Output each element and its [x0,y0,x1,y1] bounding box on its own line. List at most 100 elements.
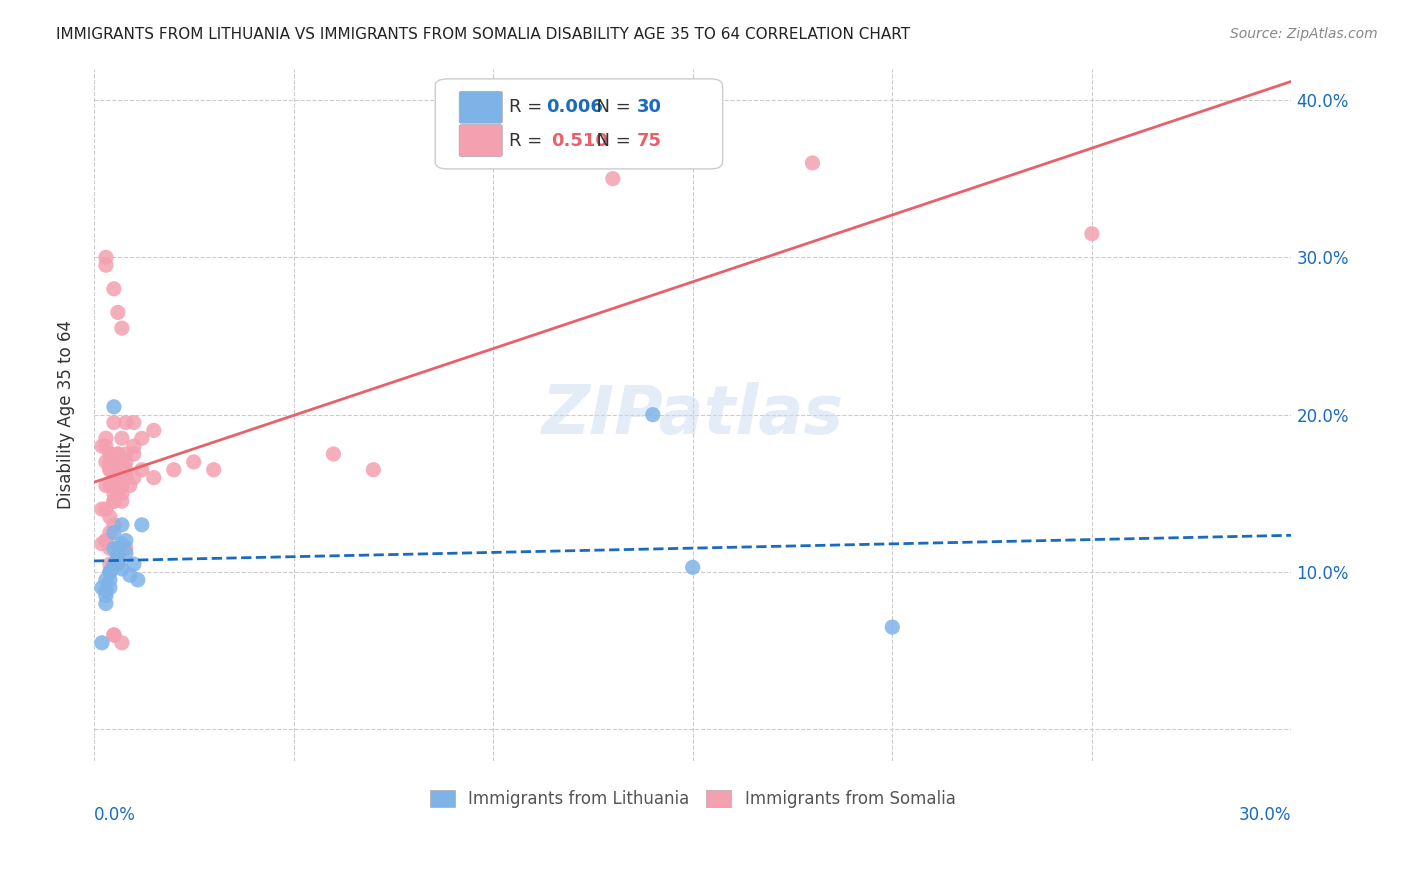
Point [94,439,117,453]
Point [103,400,125,414]
Point [94,250,117,264]
Point [682,560,704,574]
FancyBboxPatch shape [460,91,502,123]
Point [94,478,117,492]
Point [94,258,117,272]
Point [122,557,145,571]
Point [115,470,138,484]
Point [107,478,129,492]
Point [98,557,121,571]
Text: N =: N = [585,98,637,116]
Text: 0.0%: 0.0% [94,805,136,824]
Point [363,463,385,477]
Point [115,546,138,560]
Point [115,541,138,556]
Text: 30.0%: 30.0% [1239,805,1292,824]
Point [98,463,121,477]
Point [118,568,141,582]
Point [98,565,121,579]
Text: N =: N = [585,131,637,150]
Point [111,431,134,445]
Point [90,636,112,650]
Point [322,447,344,461]
Point [115,416,138,430]
Point [111,455,134,469]
Point [115,447,138,461]
Point [142,424,165,438]
Point [1081,227,1104,241]
Point [127,573,149,587]
Point [94,431,117,445]
Point [131,431,153,445]
Point [118,478,141,492]
FancyBboxPatch shape [436,78,723,169]
Point [103,517,125,532]
Point [94,502,117,516]
Point [90,537,112,551]
Text: 30: 30 [637,98,661,116]
Text: IMMIGRANTS FROM LITHUANIA VS IMMIGRANTS FROM SOMALIA DISABILITY AGE 35 TO 64 COR: IMMIGRANTS FROM LITHUANIA VS IMMIGRANTS … [56,27,910,42]
Point [98,525,121,540]
Point [111,494,134,508]
Text: R =: R = [509,98,548,116]
Point [94,589,117,603]
Point [111,470,134,484]
Point [183,455,205,469]
Point [122,447,145,461]
Point [103,282,125,296]
Point [107,557,129,571]
Point [94,533,117,548]
Text: ZIPatlas: ZIPatlas [541,382,844,448]
Point [107,447,129,461]
Point [90,439,112,453]
Point [111,470,134,484]
Point [115,533,138,548]
Point [122,470,145,484]
Point [94,455,117,469]
Point [111,517,134,532]
Point [98,541,121,556]
Point [98,510,121,524]
FancyBboxPatch shape [460,125,502,156]
Legend: Immigrants from Lithuania, Immigrants from Somalia: Immigrants from Lithuania, Immigrants fr… [423,783,962,814]
Point [115,463,138,477]
Point [122,416,145,430]
Point [107,470,129,484]
Point [111,486,134,500]
Point [107,478,129,492]
Point [107,557,129,571]
Point [131,517,153,532]
Point [94,573,117,587]
Point [98,447,121,461]
Point [103,416,125,430]
Text: Source: ZipAtlas.com: Source: ZipAtlas.com [1230,27,1378,41]
Text: 0.006: 0.006 [547,98,603,116]
Point [801,156,824,170]
Point [103,541,125,556]
Point [122,439,145,453]
Point [202,463,225,477]
Point [107,305,129,319]
Point [98,565,121,579]
Point [111,537,134,551]
Point [111,636,134,650]
Point [103,455,125,469]
Point [94,583,117,598]
Point [131,463,153,477]
Point [98,463,121,477]
Point [111,321,134,335]
Point [142,470,165,484]
Point [602,171,624,186]
Point [103,463,125,477]
Point [98,478,121,492]
Point [111,562,134,576]
Point [98,573,121,587]
Point [163,463,186,477]
Point [90,581,112,595]
Point [94,597,117,611]
Point [94,533,117,548]
Point [90,502,112,516]
Point [98,581,121,595]
Point [107,486,129,500]
Point [98,455,121,469]
